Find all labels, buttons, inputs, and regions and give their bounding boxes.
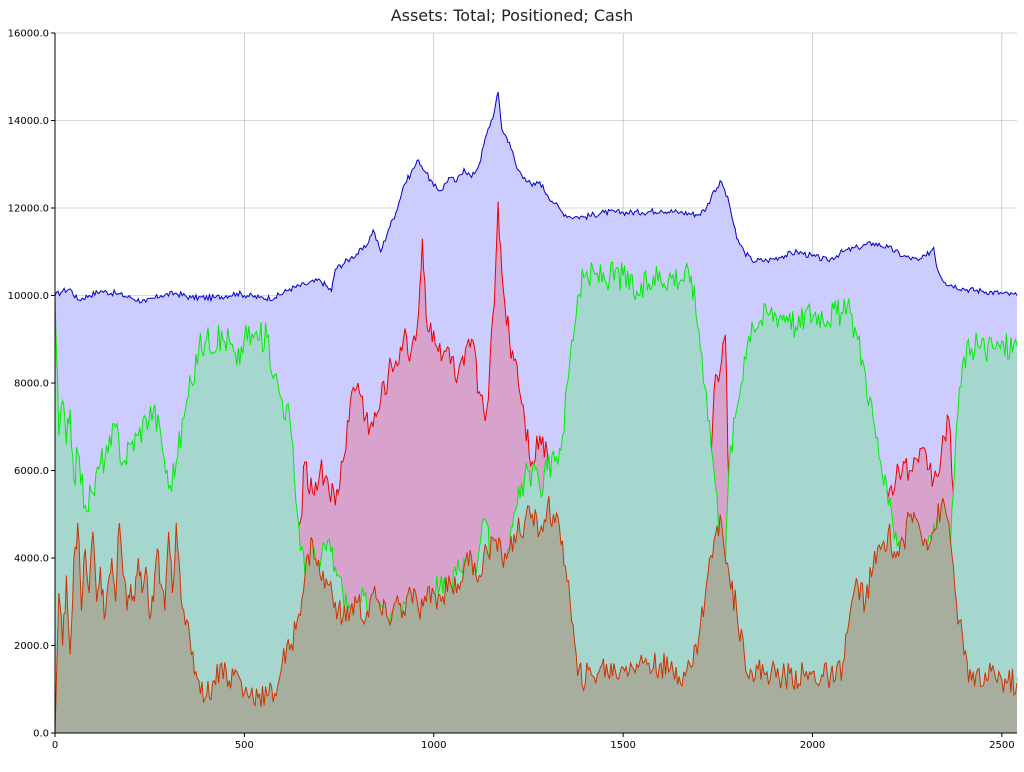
series-3-area <box>55 495 1017 733</box>
y-tick-label: 14000.0 <box>8 116 49 127</box>
y-tick-label: 6000.0 <box>14 466 49 477</box>
series-3-line <box>54 495 1018 734</box>
series-group <box>54 91 1018 734</box>
x-tick-label: 1000 <box>421 740 446 751</box>
y-tick-label: 8000.0 <box>14 379 49 390</box>
y-tick-label: 0.0 <box>33 729 49 740</box>
x-tick-label: 1500 <box>610 740 635 751</box>
y-tick-label: 16000.0 <box>8 29 49 40</box>
x-tick-label: 2500 <box>989 740 1014 751</box>
series-0-line <box>54 91 1018 304</box>
series-2-line <box>54 261 1018 659</box>
x-tick-label: 2000 <box>800 740 825 751</box>
axes: 0 500 1000 1500 2000 2500 0.0 2000.0 4000.0 6000.… <box>8 29 1017 751</box>
series-2-area <box>55 262 1017 733</box>
y-tick-label: 4000.0 <box>14 554 49 565</box>
x-tick-label: 0 <box>52 740 58 751</box>
x-tick-label: 500 <box>235 740 254 751</box>
y-tick-label: 10000.0 <box>8 291 49 302</box>
chart-title: Assets: Total; Positioned; Cash <box>390 6 634 25</box>
y-tick-label: 12000.0 <box>8 204 49 215</box>
y-tick-label: 2000.0 <box>14 641 49 652</box>
